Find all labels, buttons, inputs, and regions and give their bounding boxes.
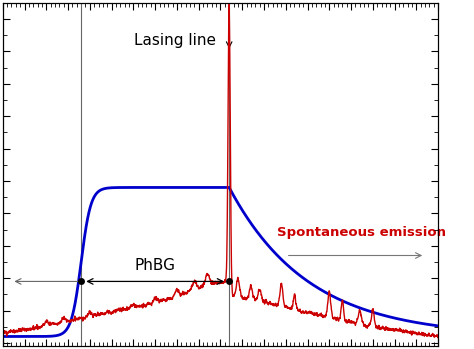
Text: Lasing line: Lasing line xyxy=(134,33,216,48)
Text: Spontaneous emission: Spontaneous emission xyxy=(277,226,446,239)
Text: PhBG: PhBG xyxy=(135,258,176,273)
